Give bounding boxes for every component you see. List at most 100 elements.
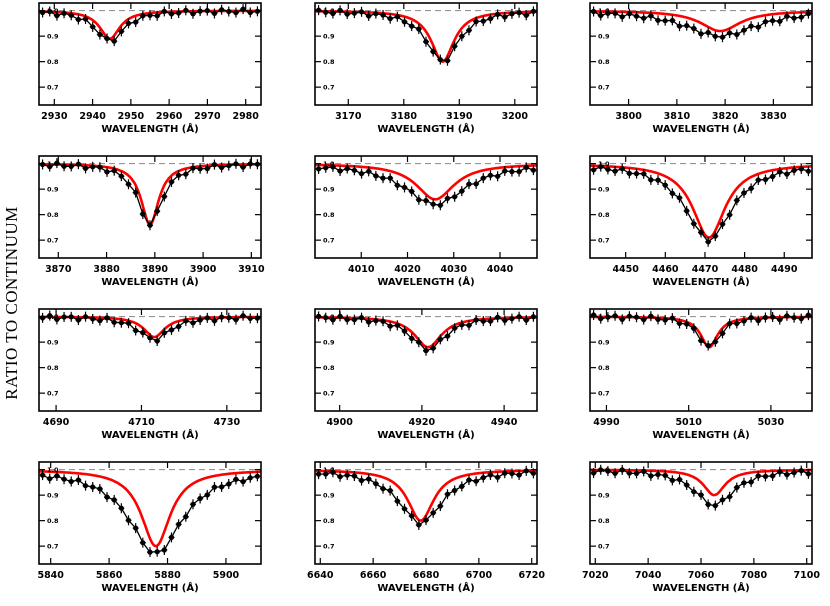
x-axis-label: WAVELENGTH (Å): [377, 122, 474, 135]
y-tick-label: 1.0: [323, 7, 335, 15]
x-tick-label: 4460: [652, 264, 679, 275]
plot-frame: [38, 155, 262, 259]
y-tick-label: 0.8: [323, 364, 335, 372]
x-tick-label: 2930: [41, 111, 68, 122]
x-tick-label: 4020: [394, 264, 421, 275]
panel-9: 4990 5010 5030 0.7 0.8 0.9 1.0 WAVELENGTH (Å): [589, 308, 813, 441]
x-tick-label: 6720: [518, 570, 545, 581]
y-tick-label: 1.0: [598, 7, 610, 15]
y-tick-label: 0.9: [47, 492, 59, 500]
y-tick-label: 0.7: [598, 543, 610, 551]
x-axis-label: WAVELENGTH (Å): [101, 428, 198, 441]
x-tick-label: 4920: [409, 417, 436, 428]
y-tick-label: 0.8: [47, 58, 59, 66]
y-tick-label: 0.7: [47, 84, 59, 92]
x-tick-label: 2960: [156, 111, 183, 122]
panel-7: 4690 4710 4730 0.7 0.8 0.9 1.0 WAVELENGTH (Å): [38, 308, 262, 441]
x-tick-label: 3180: [391, 111, 418, 122]
plot-frame: [314, 308, 538, 412]
y-tick-label: 0.7: [47, 237, 59, 245]
x-tick-label: 5880: [154, 570, 181, 581]
x-tick-label: 4690: [43, 417, 70, 428]
plot-frame: [589, 461, 813, 565]
panel-3: 3800 3810 3820 3830 0.7 0.8 0.9 1.0 WAVELENGTH (…: [589, 2, 813, 135]
y-tick-label: 1.0: [323, 160, 335, 168]
y-tick-label: 0.7: [47, 390, 59, 398]
y-tick-label: 1.0: [47, 160, 59, 168]
plot-frame: [589, 308, 813, 412]
plot-frame: [38, 308, 262, 412]
x-axis-label: WAVELENGTH (Å): [377, 428, 474, 441]
y-tick-label: 0.7: [598, 84, 610, 92]
x-tick-label: 4480: [731, 264, 758, 275]
y-tick-label: 1.0: [598, 466, 610, 474]
y-tick-label: 0.8: [323, 211, 335, 219]
x-tick-label: 4470: [692, 264, 719, 275]
observed-curve: [593, 469, 809, 507]
x-tick-label: 3830: [760, 111, 787, 122]
x-axis-label: WAVELENGTH (Å): [101, 581, 198, 594]
x-tick-label: 3170: [335, 111, 362, 122]
x-tick-label: 2950: [118, 111, 145, 122]
y-tick-label: 0.9: [47, 339, 59, 347]
y-tick-label: 0.7: [598, 237, 610, 245]
x-tick-label: 4010: [348, 264, 375, 275]
y-tick-label: 0.9: [598, 492, 610, 500]
y-tick-label: 1.0: [323, 313, 335, 321]
x-tick-label: 5840: [37, 570, 64, 581]
x-tick-label: 3900: [190, 264, 217, 275]
y-tick-label: 0.8: [47, 364, 59, 372]
plot-frame: [589, 155, 813, 259]
observed-curve: [42, 314, 258, 342]
panel-4: 3870 3880 3890 3900 3910 0.7 0.8 0.9 1.0 WAVELENG…: [38, 155, 265, 288]
y-tick-label: 1.0: [47, 7, 59, 15]
model-curve: [590, 10, 812, 33]
y-tick-label: 0.9: [47, 186, 59, 194]
x-tick-label: 3800: [615, 111, 642, 122]
x-tick-label: 3810: [664, 111, 691, 122]
y-tick-label: 0.7: [323, 390, 335, 398]
x-axis-label: WAVELENGTH (Å): [377, 581, 474, 594]
y-tick-label: 0.8: [598, 364, 610, 372]
x-tick-label: 5030: [758, 417, 785, 428]
panel-2: 3170 3180 3190 3200 0.7 0.8 0.9 1.0 WAVELENGTH (…: [314, 2, 538, 135]
model-curve: [589, 164, 812, 239]
model-curve: [590, 468, 812, 497]
y-tick-label: 0.9: [323, 186, 335, 194]
y-tick-label: 0.9: [598, 33, 610, 41]
y-axis-label: RATIO TO CONTINUUM: [2, 206, 21, 400]
plot-frame: [314, 2, 538, 106]
model-curve: [38, 470, 262, 548]
x-axis-label: WAVELENGTH (Å): [377, 275, 474, 288]
x-tick-label: 7100: [793, 570, 820, 581]
x-tick-label: 7040: [635, 570, 662, 581]
observed-curve: [42, 8, 258, 42]
plot-frame: [38, 461, 262, 565]
x-axis-label: WAVELENGTH (Å): [652, 122, 749, 135]
y-tick-label: 0.9: [598, 186, 610, 194]
y-tick-label: 0.8: [598, 58, 610, 66]
model-curve: [314, 9, 538, 63]
x-tick-label: 4730: [214, 417, 241, 428]
plot-frame: [314, 155, 538, 259]
y-tick-label: 1.0: [47, 313, 59, 321]
y-tick-label: 0.8: [598, 517, 610, 525]
y-tick-label: 1.0: [47, 466, 59, 474]
x-tick-label: 4900: [326, 417, 353, 428]
y-tick-label: 1.0: [598, 160, 610, 168]
y-tick-label: 0.9: [323, 492, 335, 500]
x-tick-label: 6660: [360, 570, 387, 581]
x-tick-label: 6640: [307, 570, 334, 581]
model-curve: [315, 469, 537, 522]
observed-curve: [42, 162, 258, 227]
x-axis-label: WAVELENGTH (Å): [652, 275, 749, 288]
panel-8: 4900 4920 4940 0.7 0.8 0.9 1.0 WAVELENGTH (Å): [314, 308, 538, 441]
panel-6: 4450 4460 4470 4480 4490 0.7 0.8 0.9 1.0 WAVELENG…: [589, 155, 813, 288]
x-tick-label: 4710: [128, 417, 155, 428]
y-tick-label: 0.9: [323, 33, 335, 41]
panel-5: 4010 4020 4030 4040 0.7 0.8 0.9 1.0 WAVELENGTH (…: [314, 155, 538, 288]
x-tick-label: 6700: [466, 570, 493, 581]
plot-frame: [38, 2, 262, 106]
y-tick-label: 1.0: [598, 313, 610, 321]
